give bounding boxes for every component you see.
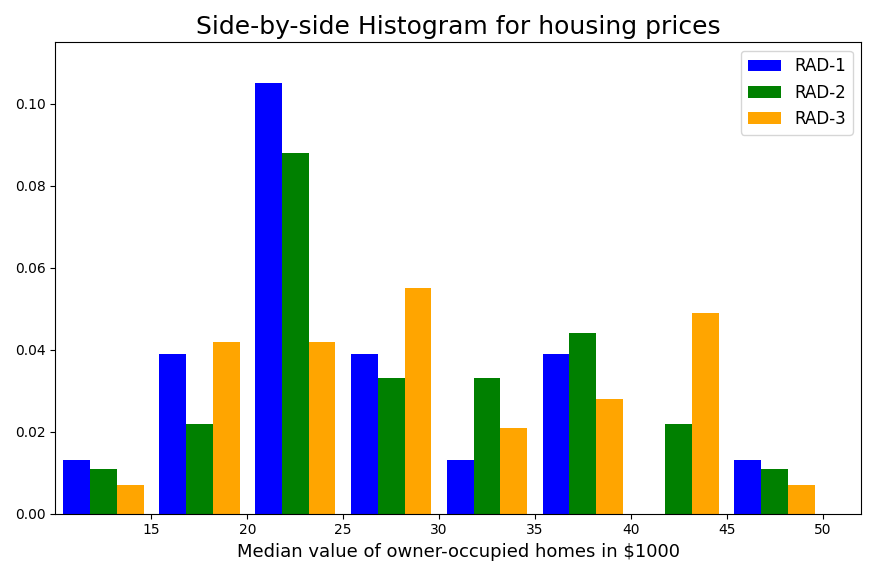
Bar <box>186 423 213 514</box>
Bar <box>666 423 692 514</box>
X-axis label: Median value of owner-occupied homes in $1000: Median value of owner-occupied homes in … <box>237 543 680 561</box>
Bar <box>474 378 500 514</box>
Title: Side-by-side Histogram for housing prices: Side-by-side Histogram for housing price… <box>196 15 721 39</box>
Bar <box>308 342 336 514</box>
Bar <box>255 84 282 514</box>
Bar <box>117 485 144 514</box>
Bar <box>378 378 405 514</box>
Bar <box>405 288 431 514</box>
Bar <box>734 460 761 514</box>
Bar <box>350 354 378 514</box>
Bar <box>597 399 623 514</box>
Bar <box>63 460 90 514</box>
Bar <box>761 469 788 514</box>
Bar <box>213 342 240 514</box>
Bar <box>692 313 719 514</box>
Bar <box>90 469 117 514</box>
Bar <box>159 354 186 514</box>
Legend: RAD-1, RAD-2, RAD-3: RAD-1, RAD-2, RAD-3 <box>741 51 852 135</box>
Bar <box>788 485 815 514</box>
Bar <box>500 427 527 514</box>
Bar <box>282 153 308 514</box>
Bar <box>569 334 597 514</box>
Bar <box>542 354 569 514</box>
Bar <box>447 460 474 514</box>
